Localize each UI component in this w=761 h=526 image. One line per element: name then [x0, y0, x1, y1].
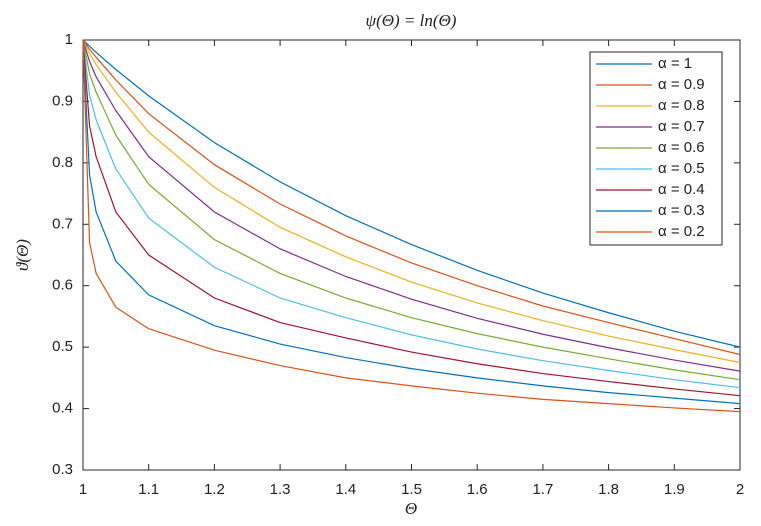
y-tick-label: 0.8 [52, 154, 73, 171]
line-series [82, 39, 741, 364]
y-tick-label: 0.9 [52, 92, 73, 109]
chart-title: ψ(Θ) = ln(Θ) [366, 11, 457, 30]
x-tick-label: 1 [79, 481, 87, 498]
x-tick-label: 1.3 [270, 481, 291, 498]
legend-label: α = 0.2 [658, 223, 705, 240]
legend-label: α = 0.3 [658, 202, 705, 219]
x-tick-label: 1.7 [532, 481, 553, 498]
x-tick-label: 1.5 [401, 481, 422, 498]
legend-label: α = 0.4 [658, 181, 705, 198]
legend-label: α = 0.5 [658, 160, 705, 177]
x-tick-label: 1.1 [138, 481, 159, 498]
legend-label: α = 0.8 [658, 97, 705, 114]
y-axis-label: ϑ(Θ) [13, 239, 32, 271]
x-tick-label: 1.8 [598, 481, 619, 498]
x-tick-label: 1.6 [467, 481, 488, 498]
line-series [82, 39, 741, 356]
y-tick-label: 0.5 [52, 338, 73, 355]
y-tick-label: 1 [65, 31, 73, 48]
line-series [82, 39, 741, 405]
legend-label: α = 1 [658, 55, 692, 72]
line-series [82, 39, 741, 372]
x-tick-label: 2 [736, 481, 744, 498]
line-series [82, 39, 741, 413]
y-tick-label: 0.4 [52, 400, 73, 417]
y-tick-label: 0.3 [52, 461, 73, 478]
legend-label: α = 0.9 [658, 76, 705, 93]
line-series [82, 39, 741, 348]
x-tick-label: 1.4 [335, 481, 356, 498]
legend-label: α = 0.7 [658, 118, 705, 135]
legend-label: α = 0.6 [658, 139, 705, 156]
x-axis-label: Θ [405, 499, 417, 518]
line-series [82, 39, 741, 389]
x-tick-label: 1.2 [204, 481, 225, 498]
x-tick-label: 1.9 [664, 481, 685, 498]
y-tick-label: 0.6 [52, 277, 73, 294]
line-series [82, 39, 741, 397]
line-series [82, 39, 741, 381]
y-tick-label: 0.7 [52, 215, 73, 232]
